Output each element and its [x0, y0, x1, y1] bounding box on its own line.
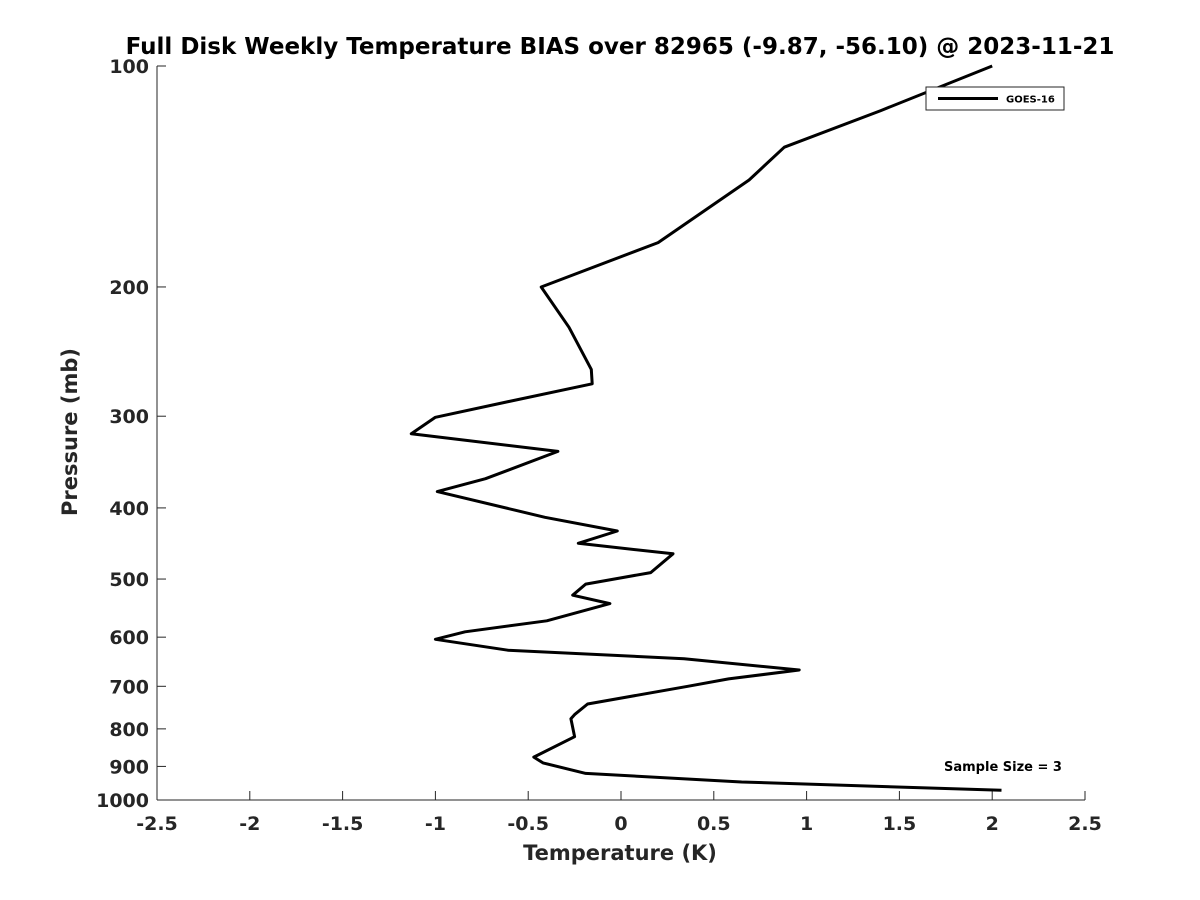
y-axis-label: Pressure (mb) [58, 348, 82, 516]
series-line-goes16 [409, 64, 1002, 792]
sample-size-annotation: Sample Size = 3 [944, 760, 1062, 775]
legend-label: GOES-16 [1006, 95, 1055, 106]
x-tick-label: -1.5 [322, 813, 364, 835]
legend: GOES-16 [925, 86, 1065, 111]
y-tick-label: 200 [109, 277, 149, 299]
x-tick-label: 0 [614, 813, 627, 835]
x-tick-label: 0.5 [697, 813, 731, 835]
x-tick-label: 2.5 [1068, 813, 1102, 835]
y-tick-label: 500 [109, 569, 149, 591]
y-tick-label: 100 [109, 56, 149, 78]
chart-title: Full Disk Weekly Temperature BIAS over 8… [126, 34, 1115, 60]
y-tick-label: 900 [109, 756, 149, 778]
y-tick-label: 800 [109, 719, 149, 741]
x-tick-label: -2.5 [136, 813, 178, 835]
y-tick-label: 300 [109, 406, 149, 428]
y-tick-label: 700 [109, 676, 149, 698]
x-axis-ticks: -2.5 -2 -1.5 -1 -0.5 0 0.5 1 1.5 2 2.5 [136, 791, 1102, 835]
series-layer [409, 64, 1002, 792]
y-tick-label: 1000 [96, 790, 149, 812]
x-tick-label: 2 [986, 813, 999, 835]
x-tick-label: 1.5 [883, 813, 917, 835]
y-axis-ticks: 100 200 300 400 500 600 700 800 900 1000 [96, 56, 166, 812]
plot-area [156, 66, 1085, 801]
y-tick-label: 600 [109, 627, 149, 649]
y-tick-label: 400 [109, 498, 149, 520]
x-tick-label: 1 [800, 813, 813, 835]
x-tick-label: -1 [425, 813, 446, 835]
x-axis-label: Temperature (K) [523, 841, 717, 865]
x-tick-label: -2 [239, 813, 260, 835]
x-tick-label: -0.5 [507, 813, 549, 835]
